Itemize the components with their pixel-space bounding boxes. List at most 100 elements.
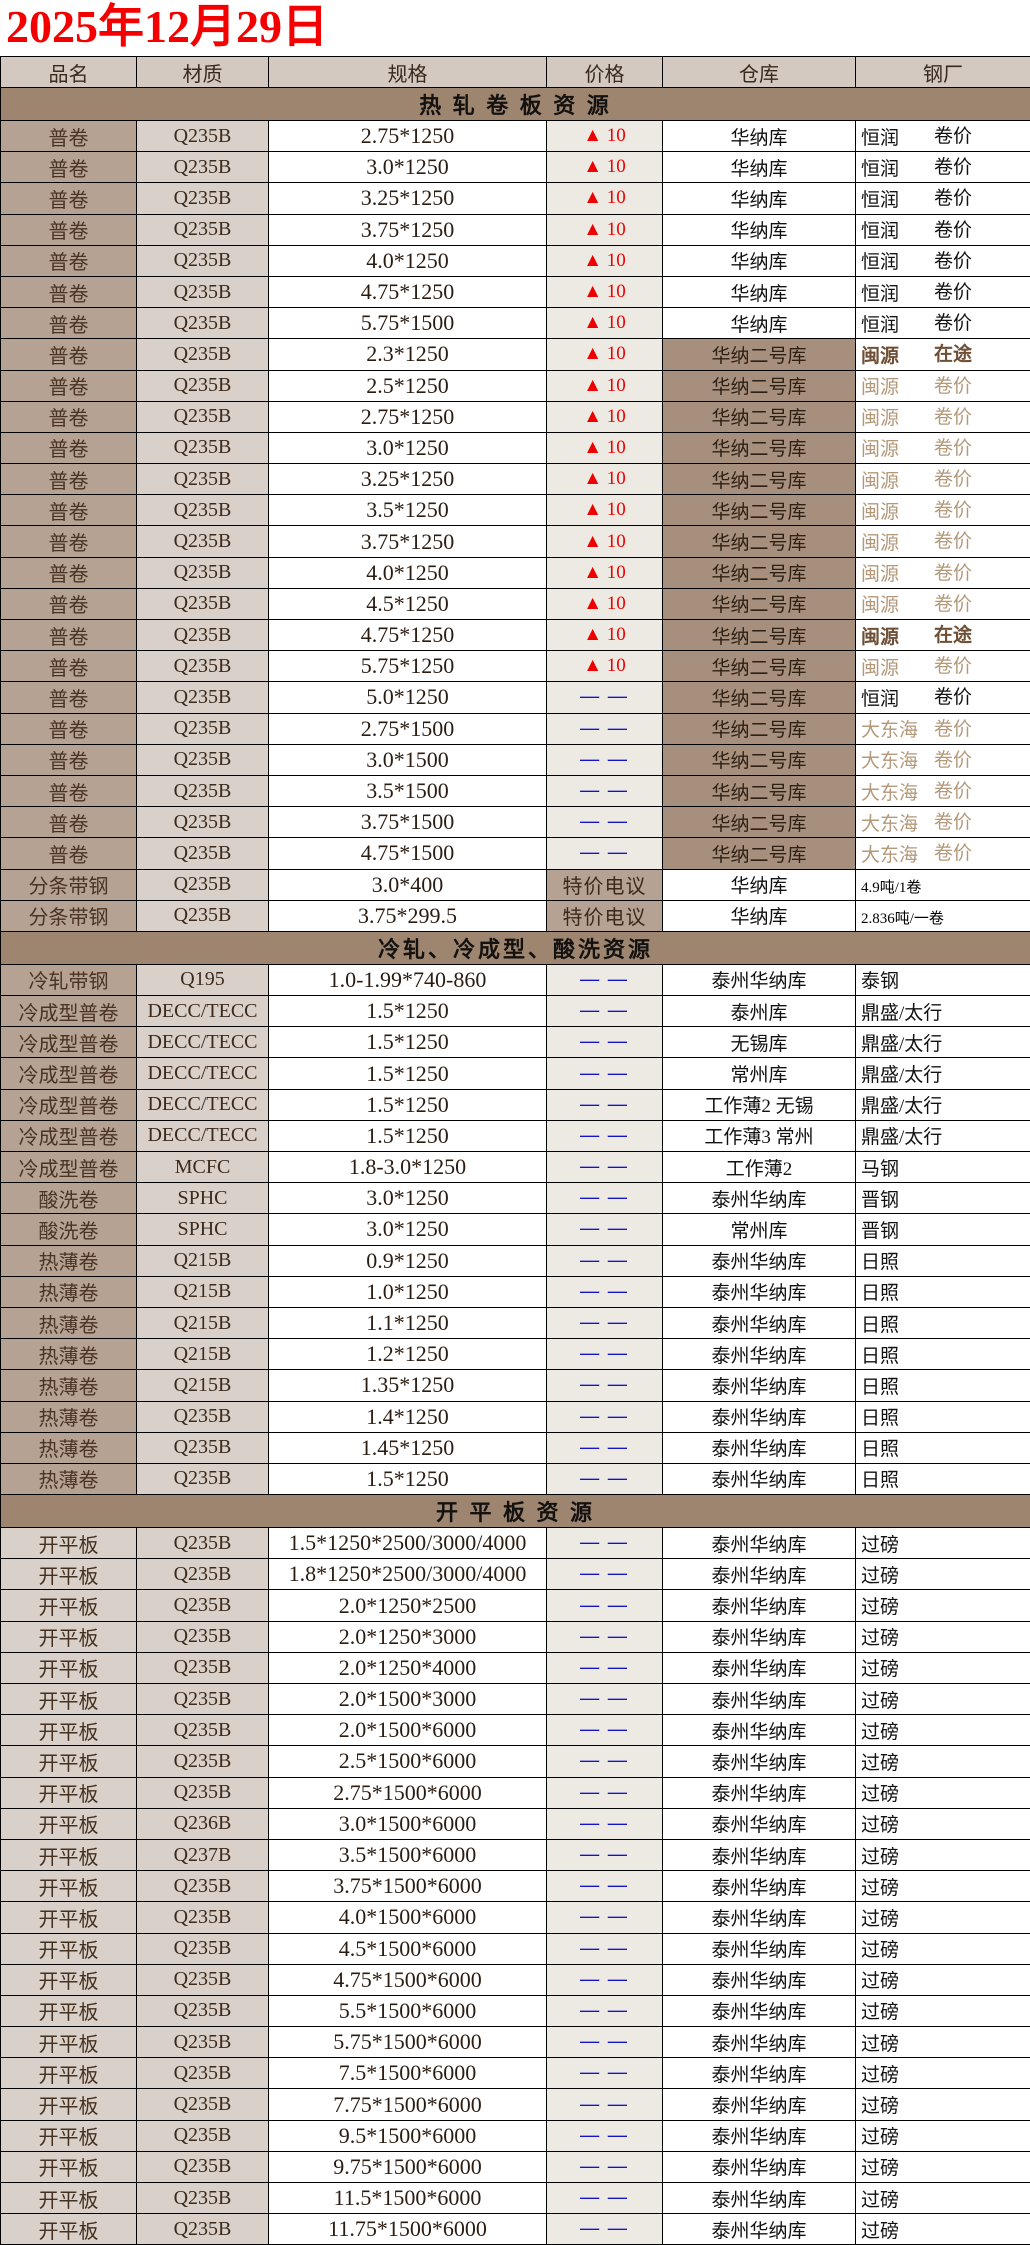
cell-spec: 1.0-1.99*740-860 xyxy=(269,964,547,995)
cell-spec: 1.0*1250 xyxy=(269,1276,547,1307)
cell-spec: 3.75*1500 xyxy=(269,807,547,838)
cell-product-name: 热薄卷 xyxy=(1,1463,137,1494)
col-header-spec: 规格 xyxy=(269,57,547,88)
cell-spec: 1.5*1250 xyxy=(269,1120,547,1151)
cell-product-name: 热薄卷 xyxy=(1,1432,137,1463)
cell-product-name: 开平板 xyxy=(1,1559,137,1590)
cell-material: DECC/TECC xyxy=(137,1027,269,1058)
cell-price: ▲ 10 xyxy=(547,214,663,245)
cell-material: Q235B xyxy=(137,1933,269,1964)
mill-name: 过磅 xyxy=(861,2158,899,2179)
cell-product-name: 普卷 xyxy=(1,495,137,526)
cell-product-name: 普卷 xyxy=(1,401,137,432)
cell-warehouse: 常州库 xyxy=(663,1214,856,1245)
cell-material: Q235B xyxy=(137,2089,269,2120)
mill-name: 恒润 xyxy=(861,159,899,180)
cell-material: Q235B xyxy=(137,1715,269,1746)
cell-warehouse: 泰州华纳库 xyxy=(663,2058,856,2089)
cell-spec: 3.0*1250 xyxy=(269,152,547,183)
cell-material: Q235B xyxy=(137,432,269,463)
cell-material: Q235B xyxy=(137,2027,269,2058)
cell-material: Q235B xyxy=(137,869,269,900)
cell-price: — — xyxy=(547,1245,663,1276)
cell-price: ▲ 10 xyxy=(547,432,663,463)
cell-price: ▲ 10 xyxy=(547,620,663,651)
mill-name: 过磅 xyxy=(861,1815,899,1836)
mill-name: 过磅 xyxy=(861,1847,899,1868)
cell-price: ▲ 10 xyxy=(547,370,663,401)
cell-warehouse: 泰州华纳库 xyxy=(663,964,856,995)
cell-warehouse: 泰州华纳库 xyxy=(663,2120,856,2151)
cell-product-name: 开平板 xyxy=(1,1902,137,1933)
mill-name: 过磅 xyxy=(861,1535,899,1556)
cell-mill: 闽源卷价 xyxy=(856,401,1030,432)
cell-warehouse: 泰州华纳库 xyxy=(663,1995,856,2026)
cell-warehouse: 华纳二号库 xyxy=(663,838,856,869)
cell-material: Q235B xyxy=(137,308,269,339)
mill-name: 恒润 xyxy=(861,252,899,273)
cell-price: — — xyxy=(547,2183,663,2214)
cell-material: Q235B xyxy=(137,2151,269,2182)
cell-price: — — xyxy=(547,1933,663,1964)
cell-mill: 闽源卷价 xyxy=(856,588,1030,619)
cell-spec: 3.0*1250 xyxy=(269,1183,547,1214)
cell-warehouse: 泰州华纳库 xyxy=(663,1715,856,1746)
cell-price: — — xyxy=(547,744,663,775)
mill-note: 卷价 xyxy=(934,433,972,460)
cell-price: — — xyxy=(547,807,663,838)
cell-spec: 11.5*1500*6000 xyxy=(269,2183,547,2214)
mill-note: 卷价 xyxy=(934,682,972,709)
cell-mill: 日照 xyxy=(856,1276,1030,1307)
cell-product-name: 冷成型普卷 xyxy=(1,1120,137,1151)
cell-material: DECC/TECC xyxy=(137,1089,269,1120)
cell-mill: 大东海卷价 xyxy=(856,838,1030,869)
mill-name: 大东海 xyxy=(861,814,918,835)
cell-product-name: 普卷 xyxy=(1,339,137,370)
cell-mill: 过磅 xyxy=(856,1590,1030,1621)
cell-mill: 闽源在途 xyxy=(856,620,1030,651)
cell-material: Q215B xyxy=(137,1276,269,1307)
cell-mill: 恒润卷价 xyxy=(856,121,1030,152)
cell-price: ▲ 10 xyxy=(547,401,663,432)
col-header-material: 材质 xyxy=(137,57,269,88)
cell-product-name: 冷轧带钢 xyxy=(1,964,137,995)
cell-product-name: 开平板 xyxy=(1,2058,137,2089)
cell-mill: 日照 xyxy=(856,1307,1030,1338)
cell-price: — — xyxy=(547,1871,663,1902)
cell-mill: 过磅 xyxy=(856,1715,1030,1746)
cell-material: Q235B xyxy=(137,339,269,370)
cell-material: DECC/TECC xyxy=(137,1058,269,1089)
cell-spec: 9.75*1500*6000 xyxy=(269,2151,547,2182)
cell-warehouse: 华纳二号库 xyxy=(663,807,856,838)
cell-warehouse: 华纳二号库 xyxy=(663,713,856,744)
cell-material: Q235B xyxy=(137,557,269,588)
cell-material: Q235B xyxy=(137,245,269,276)
cell-price: ▲ 10 xyxy=(547,308,663,339)
cell-price: ▲ 10 xyxy=(547,339,663,370)
cell-product-name: 开平板 xyxy=(1,2214,137,2245)
cell-material: Q235B xyxy=(137,651,269,682)
mill-note: 卷价 xyxy=(934,589,972,616)
mill-name: 大东海 xyxy=(861,845,918,866)
cell-spec: 1.5*1250 xyxy=(269,1463,547,1494)
cell-product-name: 普卷 xyxy=(1,807,137,838)
cell-material: Q235B xyxy=(137,495,269,526)
cell-price: — — xyxy=(547,1590,663,1621)
mill-name: 鼎盛/太行 xyxy=(861,1034,942,1055)
cell-spec: 2.75*1500*6000 xyxy=(269,1777,547,1808)
mill-name: 过磅 xyxy=(861,1753,899,1774)
cell-material: Q235B xyxy=(137,2183,269,2214)
